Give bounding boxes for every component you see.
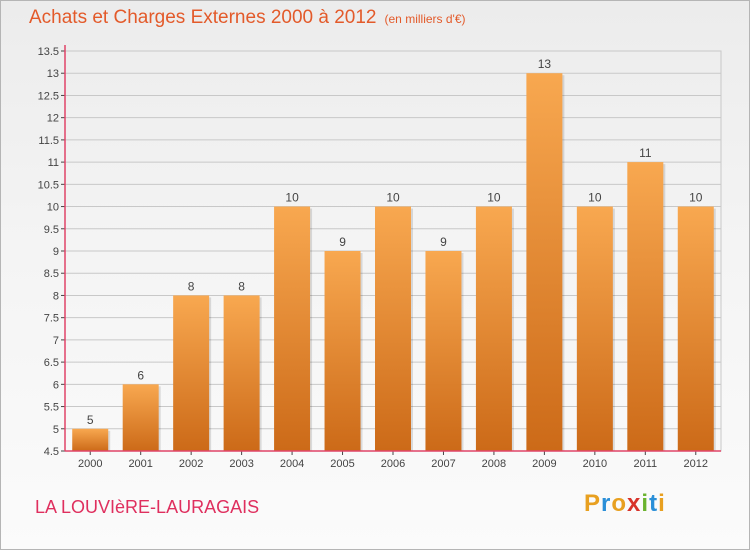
y-tick-label: 5.5 <box>44 402 59 414</box>
unit-label: (en milliers d'€) <box>384 12 466 26</box>
x-tick-label: 2007 <box>431 458 455 470</box>
x-tick-label: 2003 <box>229 458 253 470</box>
x-tick-label: 2012 <box>684 458 708 470</box>
logo-letter: i <box>658 490 666 517</box>
value-label: 11 <box>639 146 652 160</box>
value-label: 8 <box>188 279 195 293</box>
bar <box>576 206 613 451</box>
value-label: 10 <box>689 191 703 205</box>
x-tick-label: 2008 <box>482 458 506 470</box>
logo-letter: t <box>649 490 659 517</box>
bar <box>274 206 311 451</box>
bar <box>375 206 411 451</box>
bar <box>173 295 210 451</box>
value-label: 10 <box>588 191 602 205</box>
x-tick-label: 2011 <box>633 458 657 470</box>
chart-title: Achats et Charges Externes 2000 à 2012 (e… <box>29 7 466 29</box>
x-tick-label: 2009 <box>532 458 556 470</box>
logo-letter: o <box>611 490 628 517</box>
bar <box>223 295 260 451</box>
x-tick-label: 2010 <box>583 458 607 470</box>
logo-letter: P <box>584 490 602 517</box>
y-tick-label: 5 <box>53 424 59 436</box>
value-label: 10 <box>285 191 299 205</box>
title-text: Achats et Charges Externes 2000 à 2012 <box>29 7 377 28</box>
y-tick-label: 8.5 <box>44 268 59 280</box>
value-label: 8 <box>238 279 245 293</box>
y-tick-label: 12.5 <box>38 90 59 102</box>
logo-letter: x <box>627 490 642 517</box>
bar <box>324 251 361 451</box>
y-tick-label: 9.5 <box>44 224 59 236</box>
bar <box>526 73 563 451</box>
value-label: 9 <box>339 235 346 249</box>
x-tick-label: 2000 <box>78 458 102 470</box>
bar <box>475 206 512 451</box>
x-tick-label: 2006 <box>381 458 405 470</box>
logo-letter: r <box>601 490 612 517</box>
y-tick-label: 7.5 <box>44 313 59 325</box>
bar <box>627 162 664 451</box>
bar <box>677 206 714 451</box>
y-tick-label: 13.5 <box>38 46 59 58</box>
y-tick-label: 13 <box>47 68 59 80</box>
value-label: 9 <box>440 235 447 249</box>
y-tick-label: 11.5 <box>38 135 59 147</box>
y-tick-label: 12 <box>47 113 59 125</box>
y-tick-label: 11 <box>48 157 59 169</box>
value-label: 10 <box>386 191 400 205</box>
value-label: 13 <box>538 57 552 71</box>
y-tick-label: 4.5 <box>44 446 59 458</box>
value-label: 5 <box>87 413 94 427</box>
town-name: LA LOUVIèRE-LAURAGAIS <box>35 497 260 517</box>
x-tick-label: 2001 <box>128 458 152 470</box>
x-tick-label: 2002 <box>179 458 203 470</box>
x-tick-label: 2005 <box>330 458 354 470</box>
proxiti-logo: Proxiti <box>584 490 666 518</box>
y-tick-label: 6.5 <box>44 357 59 369</box>
value-label: 10 <box>487 191 501 205</box>
y-tick-label: 8 <box>53 290 59 302</box>
value-label: 6 <box>137 368 144 382</box>
x-tick-label: 2004 <box>280 458 304 470</box>
y-tick-label: 10.5 <box>38 179 59 191</box>
y-tick-label: 6 <box>53 379 59 391</box>
y-tick-label: 10 <box>47 202 59 214</box>
bar <box>425 251 462 451</box>
y-tick-label: 9 <box>53 246 59 258</box>
logo-letter: i <box>641 490 650 517</box>
y-tick-label: 7 <box>53 335 59 347</box>
bar <box>72 428 109 451</box>
bar <box>122 384 159 451</box>
